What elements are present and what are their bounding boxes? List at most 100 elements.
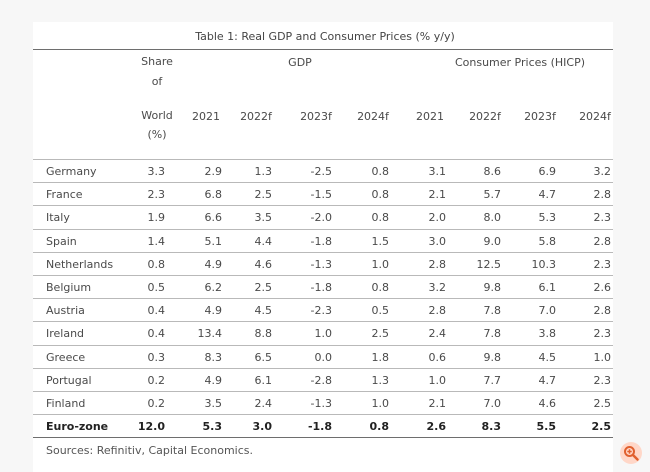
- share-cell: 0.2: [147, 397, 166, 410]
- gdp-cell: 3.5: [204, 397, 223, 410]
- header-year: 2022f: [469, 110, 501, 123]
- gdp-cell: -1.8: [307, 420, 332, 434]
- hicp-cell: 1.0: [428, 373, 447, 387]
- share-cell: 1.9: [147, 211, 166, 225]
- share-cell: 0.2: [147, 373, 166, 387]
- row-divider: [33, 182, 613, 183]
- hicp-cell: 7.8: [483, 327, 502, 341]
- zoom-button[interactable]: [620, 442, 642, 464]
- hicp-cell: 5.7: [483, 188, 502, 202]
- share-cell: 0.4: [147, 304, 166, 318]
- hicp-cell: 12.5: [476, 257, 502, 271]
- gdp-cell: 6.1: [254, 373, 273, 387]
- share-cell: 0.8: [147, 257, 166, 271]
- row-divider: [33, 205, 613, 206]
- hicp-cell: 3.8: [538, 327, 557, 341]
- row-divider: [33, 391, 613, 392]
- gdp-cell: 5.1: [204, 234, 223, 248]
- hicp-cell: 2.6: [593, 281, 612, 294]
- country-cell: Netherlands: [46, 257, 114, 271]
- gdp-cell: 1.8: [371, 350, 390, 364]
- hicp-cell: 7.0: [538, 304, 557, 318]
- gdp-cell: 0.8: [371, 188, 390, 202]
- country-cell: Germany: [46, 165, 97, 178]
- hicp-cell: 7.0: [483, 397, 502, 410]
- gdp-cell: 2.5: [254, 281, 273, 294]
- row-divider: [33, 321, 613, 322]
- gdp-cell: 5.3: [202, 420, 223, 434]
- gdp-cell: -1.3: [310, 397, 332, 410]
- gdp-cell: 2.9: [204, 165, 223, 178]
- gdp-cell: -1.3: [310, 257, 332, 271]
- hicp-cell: 8.6: [483, 165, 502, 178]
- gdp-cell: 6.5: [254, 350, 273, 364]
- gdp-cell: 0.0: [314, 350, 333, 364]
- share-cell: 1.4: [147, 234, 166, 248]
- hicp-cell: 2.0: [428, 211, 447, 225]
- gdp-cell: -2.8: [310, 373, 332, 387]
- share-cell: 0.3: [147, 350, 166, 364]
- share-cell: 12.0: [137, 420, 165, 434]
- gdp-cell: 1.5: [371, 234, 390, 248]
- gdp-cell: 8.8: [254, 327, 273, 341]
- country-cell: Finland: [46, 397, 86, 410]
- gdp-cell: 4.9: [204, 257, 223, 271]
- hicp-cell: 4.7: [538, 188, 557, 202]
- gdp-cell: 13.4: [197, 327, 223, 341]
- hicp-cell: 6.1: [538, 281, 557, 294]
- hicp-cell: 8.3: [481, 420, 502, 434]
- gdp-cell: -2.0: [310, 211, 332, 225]
- table-panel: [33, 22, 613, 472]
- country-cell: Ireland: [46, 327, 85, 341]
- hicp-cell: 3.1: [428, 165, 447, 178]
- country-cell: Euro-zone: [46, 420, 109, 434]
- row-divider: [33, 368, 613, 369]
- gdp-cell: -2.5: [310, 165, 332, 178]
- row-divider: [33, 275, 613, 276]
- hicp-cell: 2.6: [426, 420, 447, 434]
- row-divider: [33, 298, 613, 299]
- share-cell: 3.3: [147, 165, 166, 178]
- hicp-cell: 2.8: [593, 234, 612, 248]
- hicp-cell: 2.3: [593, 327, 612, 341]
- row-divider: [33, 414, 613, 415]
- gdp-cell: 0.8: [371, 281, 390, 294]
- gdp-cell: 0.8: [369, 420, 390, 434]
- row-divider: [33, 437, 613, 438]
- country-cell: Greece: [46, 350, 86, 364]
- gdp-cell: 2.4: [254, 397, 273, 410]
- gdp-cell: 1.3: [254, 165, 273, 178]
- header-year: 2023f: [300, 110, 332, 123]
- hicp-cell: 10.3: [531, 257, 557, 271]
- header-bottom-rule: [33, 159, 613, 160]
- hicp-cell: 4.6: [538, 397, 557, 410]
- gdp-cell: 2.5: [254, 188, 273, 202]
- gdp-cell: 1.0: [371, 397, 390, 410]
- header-year: 2023f: [524, 110, 556, 123]
- gdp-cell: 0.5: [371, 304, 390, 318]
- hicp-cell: 9.0: [483, 234, 502, 248]
- hicp-cell: 6.9: [538, 165, 557, 178]
- gdp-cell: -2.3: [310, 304, 332, 318]
- hicp-cell: 7.7: [483, 373, 502, 387]
- hicp-cell: 7.8: [483, 304, 502, 318]
- gdp-cell: -1.5: [310, 188, 332, 202]
- gdp-cell: 3.0: [252, 420, 273, 434]
- gdp-cell: 1.0: [314, 327, 333, 341]
- country-cell: Spain: [46, 234, 77, 248]
- gdp-cell: 1.0: [371, 257, 390, 271]
- hicp-cell: 2.8: [593, 188, 612, 202]
- table-source: Sources: Refinitiv, Capital Economics.: [46, 444, 254, 457]
- row-divider: [33, 229, 613, 230]
- hicp-cell: 2.3: [593, 211, 612, 225]
- gdp-cell: 4.6: [254, 257, 273, 271]
- hicp-cell: 1.0: [593, 350, 612, 364]
- gdp-cell: 6.2: [204, 281, 223, 294]
- header-year: 2024f: [357, 110, 389, 123]
- gdp-cell: 2.5: [371, 327, 390, 341]
- gdp-cell: 1.3: [371, 373, 390, 387]
- share-cell: 2.3: [147, 188, 166, 202]
- gdp-cell: 4.9: [204, 373, 223, 387]
- hicp-cell: 5.3: [538, 211, 557, 225]
- hicp-cell: 2.5: [593, 397, 612, 410]
